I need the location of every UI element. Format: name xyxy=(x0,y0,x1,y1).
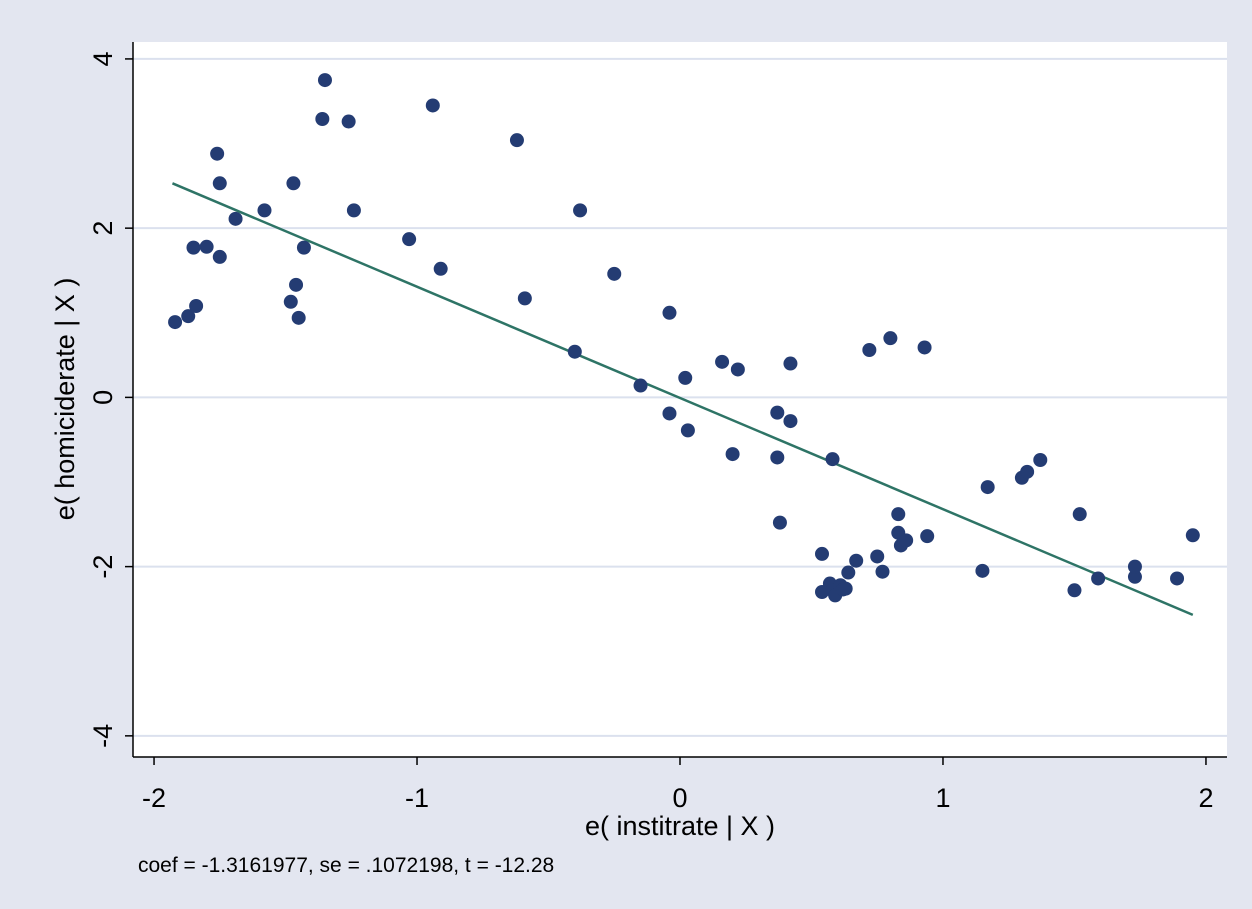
data-point xyxy=(770,450,785,465)
data-point xyxy=(899,533,914,548)
data-point xyxy=(838,581,853,596)
data-point xyxy=(1185,528,1200,543)
y-tick-label: 0 xyxy=(88,390,118,405)
data-point xyxy=(891,507,906,522)
data-point xyxy=(291,310,306,325)
data-point xyxy=(1033,453,1048,467)
data-point xyxy=(186,240,201,255)
data-point xyxy=(573,203,588,218)
data-point xyxy=(425,98,440,113)
data-point xyxy=(1127,569,1142,584)
data-point xyxy=(341,114,356,129)
data-point xyxy=(1170,571,1185,586)
y-axis-title: e( homiciderate | X ) xyxy=(50,278,80,521)
data-point xyxy=(257,203,272,218)
data-point xyxy=(875,564,890,579)
data-point xyxy=(730,362,745,377)
data-point xyxy=(883,331,898,346)
data-point xyxy=(517,291,532,306)
data-point xyxy=(1127,559,1142,574)
data-point xyxy=(212,176,227,191)
data-point xyxy=(825,452,840,467)
data-point xyxy=(296,240,311,255)
data-point xyxy=(509,133,524,148)
data-point xyxy=(286,176,301,191)
data-point xyxy=(783,414,798,429)
data-point xyxy=(228,211,243,226)
data-point xyxy=(402,232,417,247)
x-axis-ticks: -2 -1 0 1 2 xyxy=(142,757,1213,813)
data-point xyxy=(662,305,677,320)
y-tick-label: -4 xyxy=(88,724,118,748)
data-point xyxy=(212,249,227,264)
data-point xyxy=(1091,571,1106,586)
data-point xyxy=(607,266,622,281)
data-point xyxy=(917,340,932,355)
data-point xyxy=(783,356,798,371)
data-point xyxy=(815,546,830,561)
data-point xyxy=(199,239,214,254)
x-tick-label: 0 xyxy=(672,783,687,813)
data-point xyxy=(715,354,730,369)
y-tick-label: 4 xyxy=(88,51,118,66)
data-point xyxy=(1020,464,1035,479)
data-point xyxy=(181,309,196,324)
data-point xyxy=(975,563,990,578)
data-point xyxy=(772,515,787,530)
data-point xyxy=(210,146,225,161)
data-point xyxy=(849,553,864,568)
fitted-regression-line xyxy=(171,182,1194,616)
scatter-points xyxy=(168,73,1200,603)
data-point xyxy=(633,378,648,393)
x-tick-label: 1 xyxy=(935,783,950,813)
data-point xyxy=(662,406,677,421)
data-point xyxy=(289,277,304,292)
x-tick-label: -2 xyxy=(142,783,166,813)
data-point xyxy=(725,447,740,462)
data-point xyxy=(920,529,935,544)
data-point xyxy=(1072,507,1087,522)
data-point xyxy=(189,299,204,313)
data-point xyxy=(283,294,298,309)
data-point xyxy=(862,343,877,357)
x-tick-label: 2 xyxy=(1198,783,1213,813)
x-tick-label: -1 xyxy=(405,783,429,813)
data-point xyxy=(841,565,856,580)
fitted-line-layer xyxy=(171,182,1194,616)
y-tick-label: 2 xyxy=(88,221,118,236)
y-axis-ticks: -4 -2 0 2 4 xyxy=(88,51,133,748)
data-point xyxy=(870,549,885,564)
data-point xyxy=(317,73,332,88)
data-point xyxy=(433,261,448,276)
data-point xyxy=(1067,583,1082,598)
data-point xyxy=(770,405,785,420)
regression-note: coef = -1.3161977, se = .1072198, t = -1… xyxy=(138,854,554,877)
plot-area xyxy=(133,42,1227,757)
data-point xyxy=(346,203,361,218)
data-point xyxy=(980,480,995,495)
y-tick-label: -2 xyxy=(88,555,118,579)
data-point xyxy=(678,370,693,385)
x-axis-title: e( institrate | X ) xyxy=(585,811,775,841)
data-point xyxy=(315,112,330,126)
data-point xyxy=(567,344,582,359)
data-point xyxy=(168,315,183,330)
data-point xyxy=(680,423,695,438)
